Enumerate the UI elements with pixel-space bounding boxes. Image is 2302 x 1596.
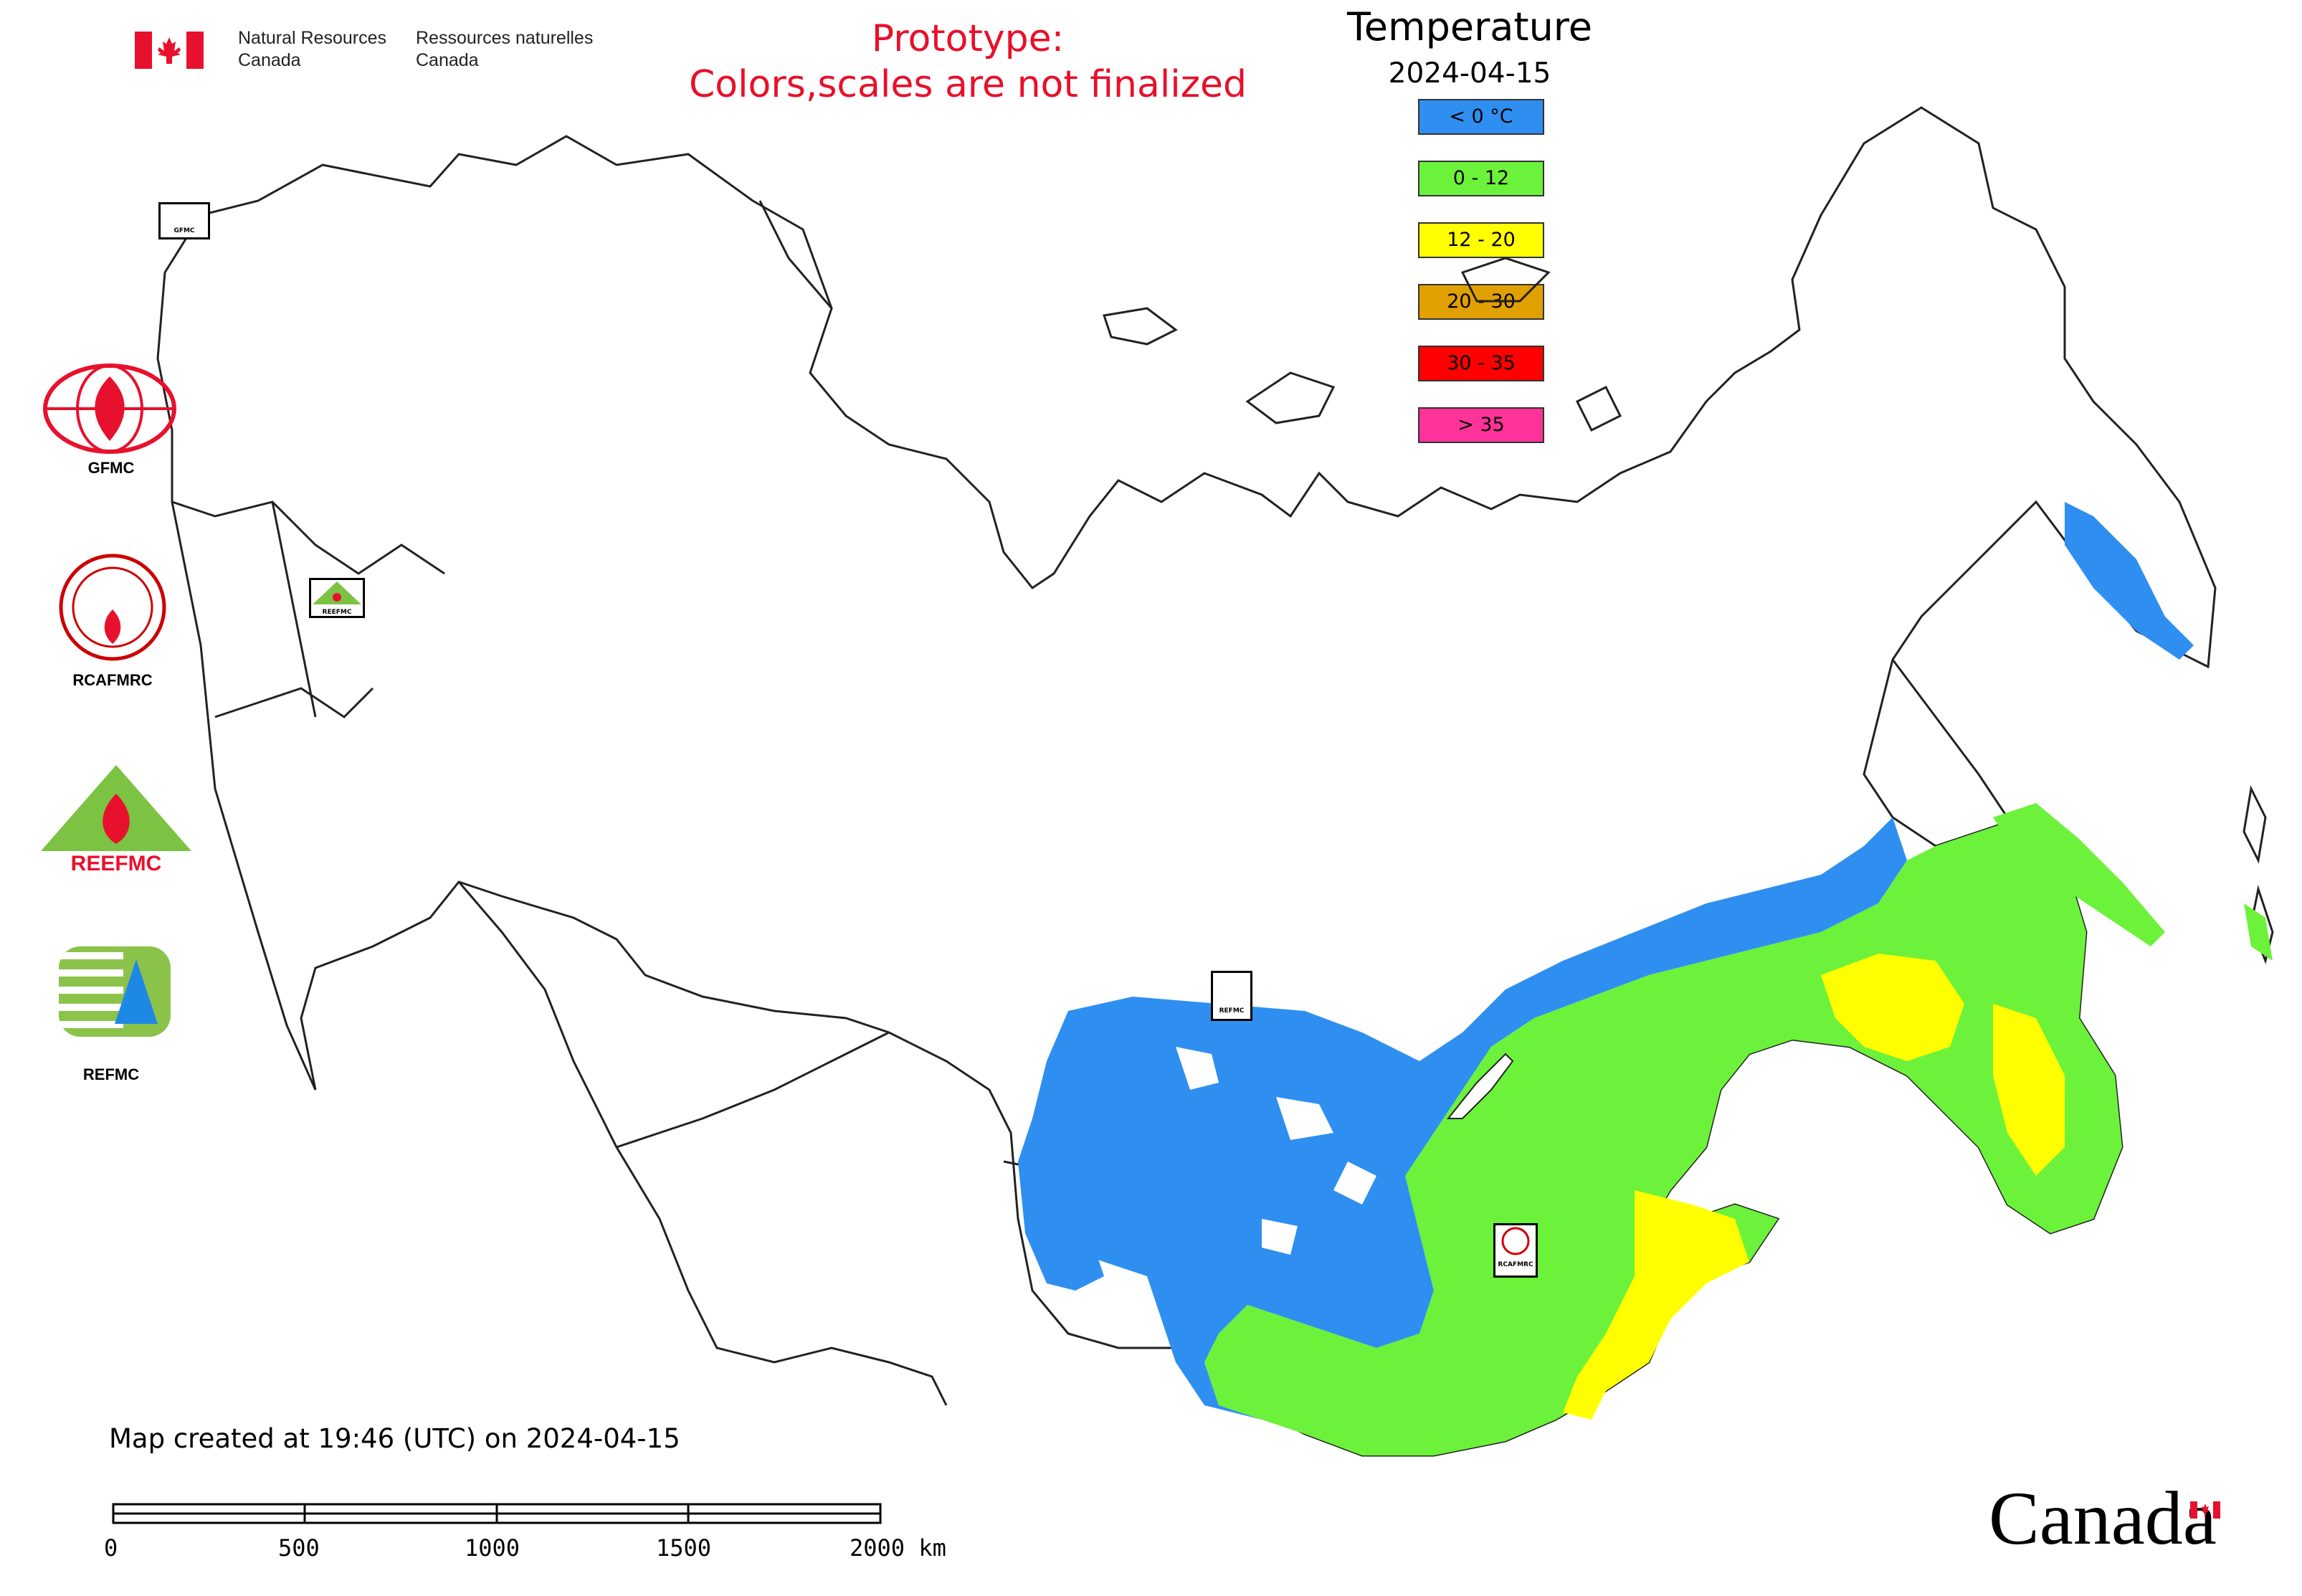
map-marker-gfmc: GFMC bbox=[158, 202, 210, 239]
scale-bar bbox=[112, 1503, 882, 1524]
lake-outline bbox=[1446, 1053, 1514, 1119]
legend-item-0-12: 0 - 12 bbox=[1418, 161, 1544, 196]
temperature-fill bbox=[1018, 502, 2273, 1455]
map-marker-refmc-label: REFMC bbox=[1219, 1007, 1245, 1015]
gfmc-logo-label: GFMC bbox=[87, 459, 135, 477]
scale-label-500: 500 bbox=[278, 1534, 320, 1562]
scale-label-0: 0 bbox=[104, 1534, 118, 1562]
legend-item-12-20: 12 - 20 bbox=[1418, 222, 1544, 258]
reefmc-marker-icon bbox=[313, 581, 361, 604]
scale-label-2000: 2000 km bbox=[850, 1534, 946, 1562]
prototype-notice-line2: Colors,scales are not finalized bbox=[688, 63, 1247, 106]
gfmc-logo-icon bbox=[43, 364, 176, 454]
map-marker-reefmc: REEFMC bbox=[309, 578, 365, 618]
svg-text:REEFMC: REEFMC bbox=[71, 852, 162, 875]
prototype-notice: Prototype: Colors,scales are not finaliz… bbox=[645, 16, 1290, 108]
legend-date: 2024-04-15 bbox=[1388, 57, 1551, 90]
refmc-logo-icon bbox=[59, 946, 171, 1037]
wordmark-flag-icon bbox=[2190, 1501, 2220, 1519]
legend-item-above-35: > 35 bbox=[1418, 407, 1544, 443]
scale-label-1500: 1500 bbox=[656, 1534, 712, 1562]
department-name-fr-line1: Ressources naturelles bbox=[416, 28, 594, 48]
canada-flag-icon bbox=[135, 32, 204, 69]
department-name-en: Natural Resources Canada bbox=[238, 27, 386, 72]
rcafmrc-marker-icon bbox=[1501, 1227, 1530, 1255]
rcafmrc-logo-label: RCAFMRC bbox=[72, 671, 153, 689]
refmc-logo-label: REFMC bbox=[82, 1065, 140, 1083]
map-marker-reefmc-label: REEFMC bbox=[322, 609, 352, 616]
canada-wordmark: Canada bbox=[1989, 1476, 2217, 1560]
map-marker-refmc: REFMC bbox=[1211, 971, 1252, 1021]
prototype-notice-line1: Prototype: bbox=[871, 17, 1065, 60]
map-marker-gfmc-label: GFMC bbox=[173, 227, 195, 234]
map-created-text: Map created at 19:46 (UTC) on 2024-04-15 bbox=[109, 1423, 680, 1454]
reefmc-logo-icon: REEFMC bbox=[41, 765, 191, 875]
scale-label-1000: 1000 bbox=[465, 1534, 520, 1562]
legend-item-30-35: 30 - 35 bbox=[1418, 346, 1544, 381]
rcafmrc-logo-icon bbox=[59, 554, 166, 661]
map-marker-rcafmrc: RCAFMRC bbox=[1493, 1223, 1538, 1278]
legend-title: Temperature bbox=[1346, 4, 1593, 49]
map-marker-rcafmrc-label: RCAFMRC bbox=[1498, 1261, 1533, 1268]
department-name-en-line1: Natural Resources bbox=[238, 28, 387, 48]
department-name-en-line2: Canada bbox=[238, 50, 301, 70]
legend-item-below-zero: < 0 °C bbox=[1418, 99, 1544, 135]
department-name-fr: Ressources naturelles Canada bbox=[416, 27, 593, 72]
department-name-fr-line2: Canada bbox=[416, 50, 479, 70]
